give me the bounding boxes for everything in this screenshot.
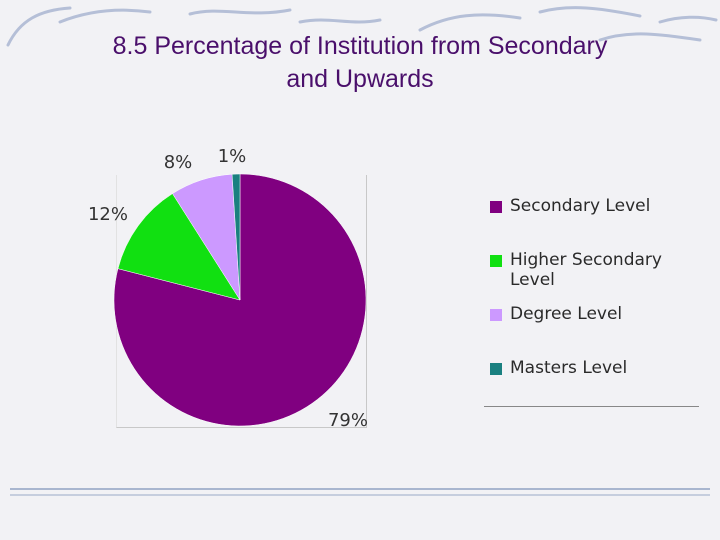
pie-label-secondary: 79%	[328, 410, 368, 431]
legend-label-secondary: Secondary Level	[510, 196, 651, 216]
legend-item-masters: Masters Level	[490, 358, 627, 378]
pie-label-masters: 1%	[218, 146, 247, 167]
legend-item-higher-secondary: Higher Secondary Level	[490, 250, 700, 290]
pie-label-higher-secondary: 12%	[88, 204, 128, 225]
legend-swatch-degree	[490, 309, 502, 321]
pie-slice-masters	[231, 173, 241, 301]
footer-line-1	[10, 488, 710, 490]
pie-slice-higher-secondary	[117, 193, 241, 301]
legend-label-degree: Degree Level	[510, 304, 623, 324]
decorative-header-swirls	[6, 6, 718, 47]
legend-swatch-masters	[490, 363, 502, 375]
footer-line-2	[10, 494, 710, 496]
chart-title: 8.5 Percentage of Institution from Secon…	[60, 30, 660, 96]
legend-underline	[484, 406, 699, 407]
legend-label-masters: Masters Level	[510, 358, 628, 378]
chart-title-line-2: and Upwards	[286, 65, 434, 93]
legend-swatch-higher-secondary	[490, 255, 502, 267]
legend-label-higher-secondary: Higher Secondary Level	[510, 250, 662, 290]
chart-title-line-1: 8.5 Percentage of Institution from Secon…	[112, 32, 608, 60]
legend-item-secondary: Secondary Level	[490, 196, 650, 216]
pie-label-degree: 8%	[164, 152, 193, 173]
legend-swatch-secondary	[490, 201, 502, 213]
legend-item-degree: Degree Level	[490, 304, 622, 324]
